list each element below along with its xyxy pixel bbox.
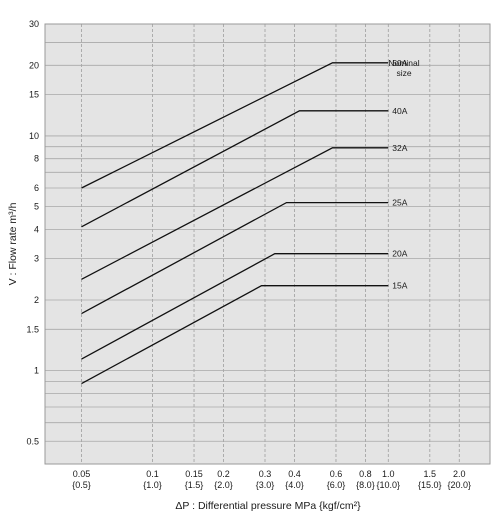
x-axis-label: ΔP : Differential pressure MPa {kgf/cm²} <box>175 500 361 512</box>
x-tick-sublabel: {1.0} <box>143 480 162 490</box>
x-tick-sublabel: {3.0} <box>256 480 275 490</box>
y-tick-label: 3 <box>34 254 39 264</box>
x-tick-label: 0.3 <box>259 469 272 479</box>
x-tick-label: 1.5 <box>424 469 437 479</box>
series-line-15a <box>81 285 389 385</box>
y-tick-label: 1.5 <box>26 324 39 334</box>
series-label-32a: 32A <box>392 143 407 153</box>
x-tick-sublabel: {4.0} <box>285 480 304 490</box>
y-tick-label: 20 <box>29 60 39 70</box>
series-line-40a <box>81 110 389 228</box>
x-tick-sublabel: {8.0} <box>356 480 375 490</box>
x-tick-label: 0.8 <box>359 469 372 479</box>
series-label-20a: 20A <box>392 249 407 259</box>
series-label-50a: 50A <box>392 58 407 68</box>
series-line-50a <box>81 62 389 189</box>
series-line-25a <box>81 201 389 315</box>
legend-title: Nominal size <box>388 58 419 78</box>
y-tick-label: 30 <box>29 19 39 29</box>
legend-title-line-1: Nominal <box>388 58 419 68</box>
y-tick-label: 15 <box>29 90 39 100</box>
x-tick-label: 1.0 <box>382 469 395 479</box>
y-tick-labels: 0.5 1 1.5 2 3 4 5 6 8 10 15 20 30 <box>26 19 39 446</box>
x-tick-sublabel: {20.0} <box>448 480 472 490</box>
plot-background <box>45 24 490 464</box>
x-tick-sublabel: {10.0} <box>377 480 401 490</box>
x-tick-sublabel: {2.0} <box>214 480 233 490</box>
y-tick-label: 4 <box>34 224 39 234</box>
y-tick-label: 2 <box>34 295 39 305</box>
x-tick-label: 0.05 <box>73 469 91 479</box>
y-axis-label: V : Flow rate m³/h <box>7 202 19 285</box>
x-tick-labels: 0.05{0.5} 0.1{1.0} 0.15{1.5} 0.2{2.0} 0.3{3.… <box>72 469 471 490</box>
series-lines: 50A 40A 32A 25A 20A 15A <box>81 58 408 385</box>
series-label-25a: 25A <box>392 198 407 208</box>
x-tick-label: 2.0 <box>453 469 466 479</box>
plot-frame <box>44 23 491 465</box>
x-tick-sublabel: {1.5} <box>185 480 204 490</box>
x-tick-label: 0.15 <box>185 469 203 479</box>
series-label-40a: 40A <box>392 106 407 116</box>
x-tick-label: 0.6 <box>330 469 343 479</box>
series-line-20a <box>81 253 389 360</box>
x-tick-sublabel: {6.0} <box>327 480 346 490</box>
x-tick-sublabel: {0.5} <box>72 480 91 490</box>
y-tick-label: 1 <box>34 366 39 376</box>
legend-title-line-2: size <box>396 68 411 78</box>
x-tick-sublabel: {15.0} <box>418 480 442 490</box>
series-line-32a <box>81 147 389 280</box>
y-tick-label: 6 <box>34 183 39 193</box>
y-tick-label: 5 <box>34 202 39 212</box>
x-tick-label: 0.1 <box>146 469 159 479</box>
x-tick-label: 0.2 <box>217 469 230 479</box>
series-label-15a: 15A <box>392 281 407 291</box>
y-tick-label: 0.5 <box>26 436 39 446</box>
y-tick-label: 8 <box>34 154 39 164</box>
y-tick-label: 10 <box>29 131 39 141</box>
x-tick-label: 0.4 <box>288 469 301 479</box>
